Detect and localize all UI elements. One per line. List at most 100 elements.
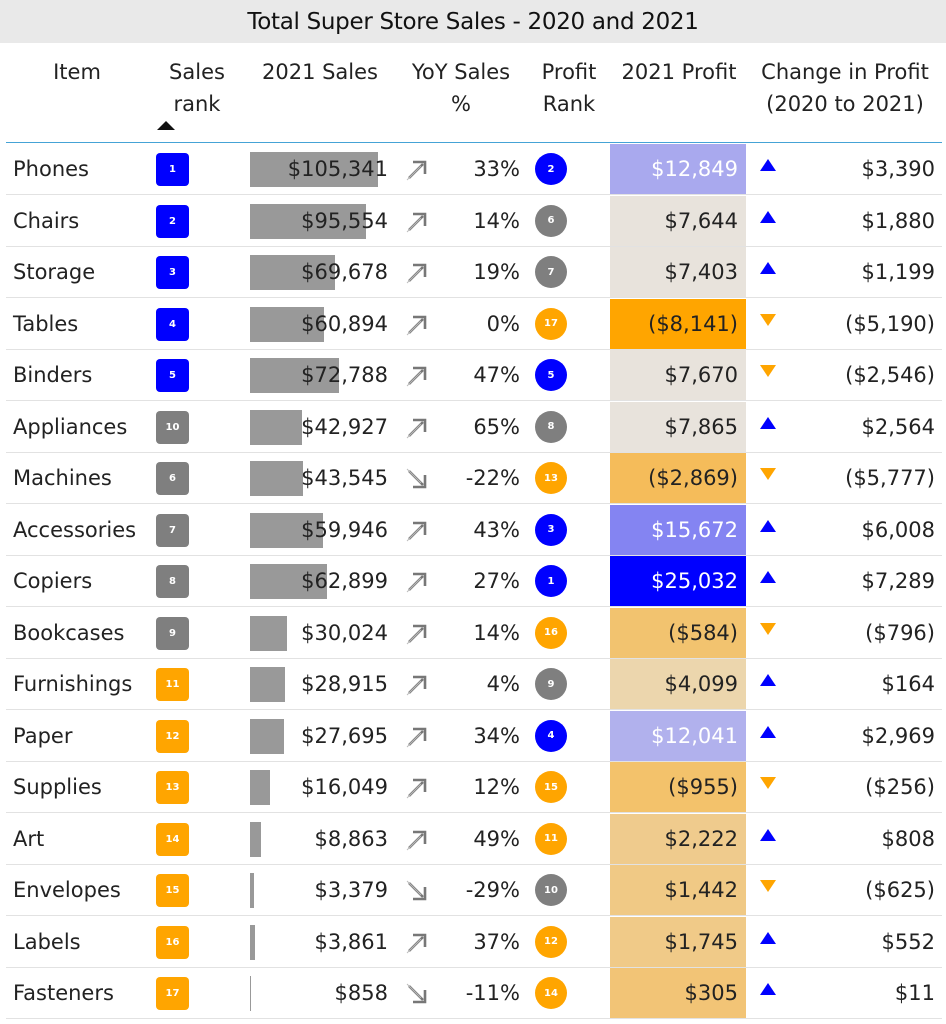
sales-value: $59,946 — [301, 517, 388, 542]
sales-rank-badge: 6 — [156, 462, 189, 495]
table-row[interactable]: Envelopes 15 $3,379 -29% 10 $1,442 ($625) — [6, 865, 942, 916]
sales-rank-badge: 10 — [156, 410, 189, 444]
sales-bar-track — [250, 976, 390, 1011]
trend-up-arrow-icon — [404, 827, 430, 853]
table-row[interactable]: Copiers 8 $62,899 27% 1 $25,032 $7,289 — [6, 556, 942, 607]
profit-value: $15,672 — [651, 517, 738, 542]
table-row[interactable]: Storage 3 $69,678 19% 7 $7,403 $1,199 — [6, 247, 942, 298]
item-name: Chairs — [13, 208, 80, 233]
table-row[interactable]: Fasteners 17 $858 -11% 14 $305 $11 — [6, 968, 942, 1019]
header-item[interactable]: Item — [40, 56, 114, 88]
sales-value: $28,915 — [301, 672, 388, 696]
profit-value: $7,670 — [664, 363, 738, 387]
yoy-percent: 12% — [473, 775, 520, 799]
profit-cell: $12,849 — [610, 144, 746, 194]
sales-value: $62,899 — [301, 569, 388, 593]
sales-rank-badge: 16 — [156, 925, 189, 959]
profit-change-value: ($256) — [865, 775, 935, 799]
triangle-down-icon — [760, 311, 776, 326]
sales-bar — [250, 564, 327, 599]
sales-bar-track — [250, 461, 390, 496]
sales-bar-track — [250, 924, 390, 960]
table-row[interactable]: Bookcases 9 $30,024 14% 16 ($584) ($796) — [6, 607, 942, 659]
header-yoy-line2: % — [451, 92, 471, 116]
sales-bar-track — [250, 152, 390, 187]
sales-bar-track — [250, 306, 390, 342]
sales-bar — [250, 976, 251, 1011]
sales-bar — [250, 873, 254, 908]
header-change-line2: (2020 to 2021) — [766, 92, 924, 116]
header-change-in-profit[interactable]: Change in Profit (2020 to 2021) — [750, 56, 940, 120]
sales-bar — [250, 667, 285, 702]
triangle-down-icon — [760, 362, 776, 377]
table-row[interactable]: Furnishings 11 $28,915 4% 9 $4,099 $164 — [6, 659, 942, 710]
profit-cell: ($2,869) — [610, 453, 746, 503]
yoy-percent: -29% — [465, 878, 520, 902]
table-row[interactable]: Accessories 7 $59,946 43% 3 $15,672 $6,008 — [6, 504, 942, 556]
table-row[interactable]: Phones 1 $105,341 33% 2 $12,849 $3,390 — [6, 144, 942, 195]
profit-cell: ($8,141) — [610, 298, 746, 349]
item-name: Binders — [13, 363, 93, 387]
header-sales-rank-line1: Sales — [169, 60, 225, 84]
item-name: Paper — [13, 723, 73, 748]
triangle-up-icon — [760, 568, 776, 583]
profit-change-value: $6,008 — [861, 517, 935, 542]
triangle-up-icon — [760, 826, 776, 841]
sales-bar — [250, 461, 303, 496]
sort-ascending-icon[interactable] — [157, 121, 175, 130]
profit-cell: $25,032 — [610, 556, 746, 606]
table-row[interactable]: Machines 6 $43,545 -22% 13 ($2,869) ($5,777) — [6, 453, 942, 504]
sales-bar-track — [250, 770, 390, 805]
table-row[interactable]: Appliances 10 $42,927 65% 8 $7,865 $2,564 — [6, 401, 942, 453]
profit-rank-badge: 10 — [535, 874, 567, 906]
profit-cell: $7,670 — [610, 350, 746, 400]
sales-rank-badge: 11 — [156, 668, 189, 701]
trend-down-arrow-icon — [404, 878, 430, 904]
trend-up-arrow-icon — [404, 260, 430, 286]
table-row[interactable]: Tables 4 $60,894 0% 17 ($8,141) ($5,190) — [6, 298, 942, 350]
profit-cell: $15,672 — [610, 504, 746, 555]
item-name: Tables — [13, 311, 79, 336]
profit-rank-badge: 15 — [535, 771, 567, 803]
item-name: Envelopes — [13, 878, 121, 902]
yoy-percent: 0% — [486, 311, 520, 336]
sales-value: $3,861 — [314, 929, 388, 954]
header-2021-profit[interactable]: 2021 Profit — [612, 56, 746, 88]
profit-value: $7,403 — [664, 260, 738, 284]
profit-rank-badge: 5 — [535, 359, 567, 391]
header-sales-rank[interactable]: Sales rank — [148, 56, 246, 120]
sales-value: $858 — [334, 981, 388, 1005]
item-name: Fasteners — [13, 981, 114, 1005]
profit-value: $7,644 — [664, 208, 738, 233]
profit-rank-badge: 9 — [535, 668, 567, 700]
table-row[interactable]: Chairs 2 $95,554 14% 6 $7,644 $1,880 — [6, 195, 942, 247]
header-2021-sales[interactable]: 2021 Sales — [248, 56, 392, 88]
sales-rank-badge: 17 — [156, 977, 189, 1010]
profit-value: $305 — [684, 981, 738, 1005]
triangle-down-icon — [760, 465, 776, 480]
profit-rank-badge: 14 — [535, 977, 567, 1009]
header-profit-rank-line1: Profit — [541, 60, 597, 84]
table-row[interactable]: Art 14 $8,863 49% 11 $2,222 $808 — [6, 813, 942, 865]
header-profit-rank-line2: Rank — [542, 92, 596, 116]
trend-up-arrow-icon — [404, 415, 430, 441]
triangle-up-icon — [760, 723, 776, 738]
profit-cell: $7,403 — [610, 247, 746, 297]
table-row[interactable]: Supplies 13 $16,049 12% 15 ($955) ($256) — [6, 762, 942, 813]
profit-change-value: $7,289 — [861, 569, 935, 593]
sales-value: $69,678 — [301, 260, 388, 284]
yoy-percent: -11% — [465, 981, 520, 1005]
header-profit-rank[interactable]: Profit Rank — [528, 56, 610, 120]
sales-value: $105,341 — [287, 157, 388, 181]
table-row[interactable]: Labels 16 $3,861 37% 12 $1,745 $552 — [6, 916, 942, 968]
sales-rank-badge: 13 — [156, 771, 189, 804]
profit-rank-badge: 3 — [535, 513, 567, 546]
table-row[interactable]: Paper 12 $27,695 34% 4 $12,041 $2,969 — [6, 710, 942, 762]
profit-value: ($584) — [668, 620, 738, 645]
sales-rank-badge: 7 — [156, 513, 189, 547]
table-row[interactable]: Binders 5 $72,788 47% 5 $7,670 ($2,546) — [6, 350, 942, 401]
profit-cell: $4,099 — [610, 659, 746, 709]
sales-bar — [250, 924, 255, 960]
header-2021-sales-label: 2021 Sales — [261, 60, 378, 84]
header-yoy-sales[interactable]: YoY Sales % — [400, 56, 522, 120]
